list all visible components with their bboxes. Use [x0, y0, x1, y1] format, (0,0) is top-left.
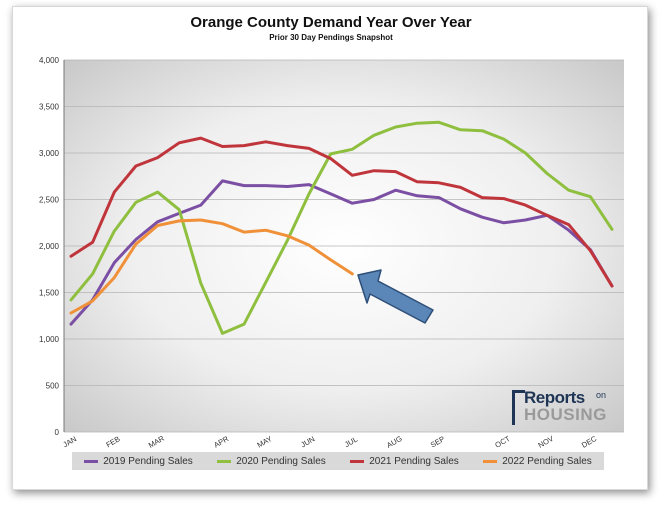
- legend-swatch: [350, 459, 365, 463]
- x-tick-label: MAR: [147, 433, 166, 449]
- legend-item-4: 2022 Pending Sales: [483, 456, 592, 467]
- series-line-3: [69, 136, 614, 288]
- legend-label: 2020 Pending Sales: [236, 455, 326, 467]
- chart-subtitle: Prior 30 Day Pendings Snapshot: [269, 33, 393, 42]
- logo-mark-icon: [512, 390, 525, 425]
- y-tick-label: 3,000: [39, 149, 60, 158]
- x-tick-label: AUG: [385, 434, 404, 450]
- x-tick-label: OCT: [493, 434, 512, 450]
- legend-item-3: 2021 Pending Sales: [350, 456, 459, 467]
- logo-text-housing: HOUSING: [524, 405, 607, 424]
- legend-swatch: [483, 459, 498, 463]
- arrow-annotation: [357, 269, 434, 324]
- legend-label: 2022 Pending Sales: [502, 455, 592, 467]
- legend-item-1: 2019 Pending Sales: [84, 456, 193, 467]
- x-tick-label: SEP: [429, 434, 447, 449]
- series-line-1: [69, 179, 614, 326]
- legend-label: 2021 Pending Sales: [369, 455, 459, 467]
- legend-label: 2019 Pending Sales: [103, 455, 193, 467]
- legend-swatch: [217, 459, 232, 463]
- y-tick-label: 2,500: [39, 196, 60, 205]
- y-tick-label: 1,500: [39, 289, 60, 298]
- reports-on-housing-logo: Reports on HOUSING: [510, 386, 620, 430]
- y-tick-label: 1,000: [39, 335, 60, 344]
- legend-swatch: [84, 459, 99, 463]
- x-tick-label: NOV: [537, 434, 556, 450]
- y-tick-label: 2,000: [39, 242, 60, 251]
- y-tick-label: 500: [46, 382, 60, 391]
- x-tick-label: JAN: [61, 434, 78, 449]
- chart-title: Orange County Demand Year Over Year: [190, 14, 472, 31]
- logo-text-on: on: [596, 390, 607, 400]
- series-line-2: [69, 120, 614, 335]
- y-tick-label: 3,500: [39, 103, 60, 112]
- x-tick-label: FEB: [104, 434, 121, 449]
- x-tick-label: JUN: [299, 434, 316, 449]
- logo-text-reports: Reports: [524, 388, 585, 407]
- y-tick-label: 0: [55, 428, 60, 437]
- x-tick-label: MAY: [255, 434, 273, 450]
- x-tick-label: JUL: [343, 435, 359, 449]
- legend-item-2: 2020 Pending Sales: [217, 456, 326, 467]
- y-tick-label: 4,000: [39, 56, 60, 65]
- x-tick-label: APR: [212, 434, 230, 450]
- series-line-4: [69, 218, 354, 315]
- x-tick-label: DEC: [580, 434, 599, 450]
- chart-legend: 2019 Pending Sales 2020 Pending Sales 2021…: [72, 452, 604, 470]
